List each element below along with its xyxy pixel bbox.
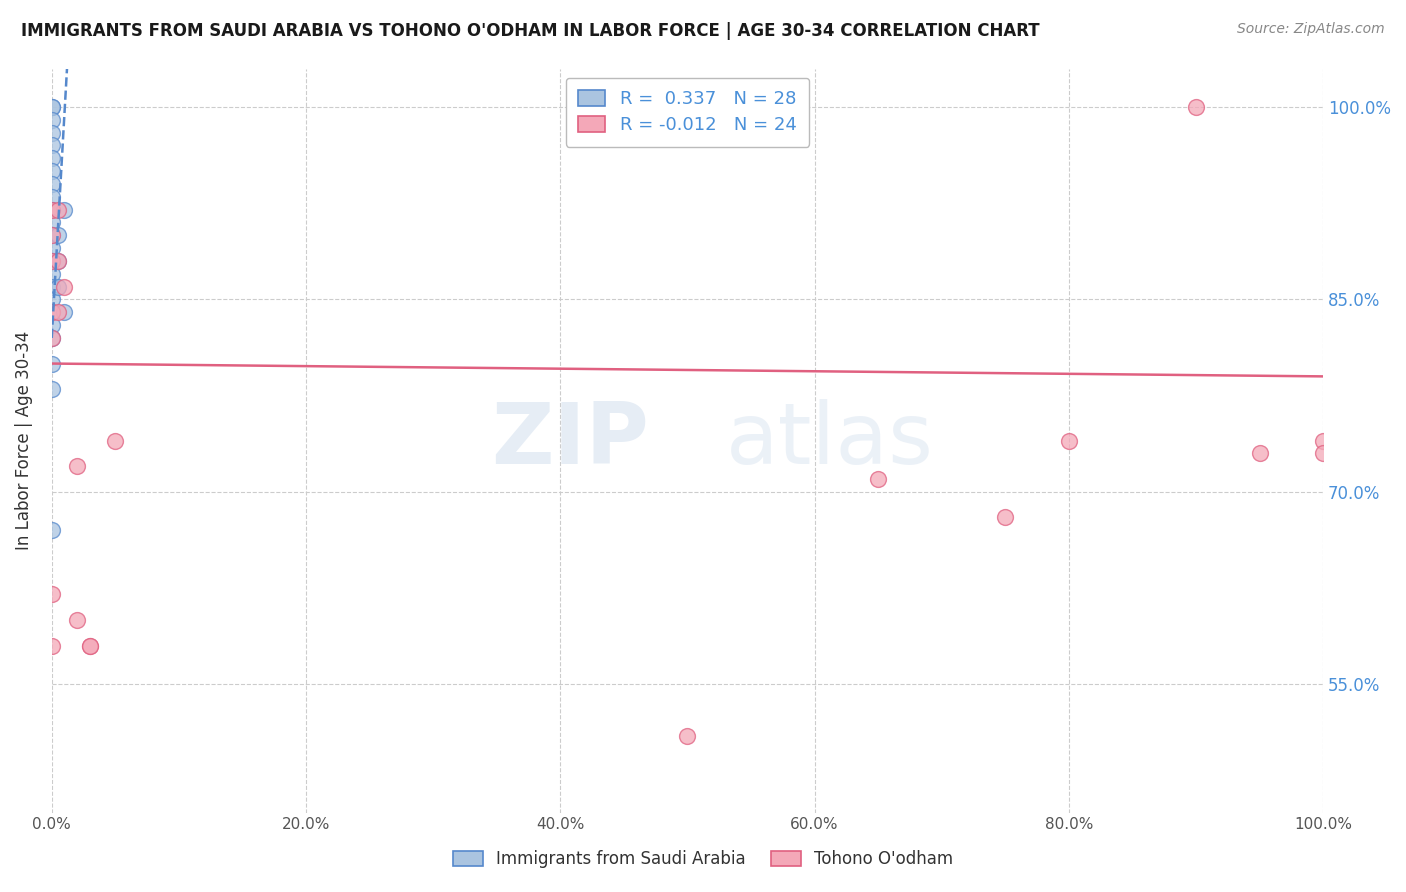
Point (41, 524, 63, 538)
Point (41, 190, 63, 204)
Point (1312, 446, 1334, 460)
Point (41, 138, 63, 153)
Text: IMMIGRANTS FROM SAUDI ARABIA VS TOHONO O'ODHAM IN LABOR FORCE | AGE 30-34 CORREL: IMMIGRANTS FROM SAUDI ARABIA VS TOHONO O… (21, 22, 1039, 40)
Point (46, 228, 69, 243)
Point (41, 587, 63, 601)
Point (41, 215, 63, 229)
Point (41, 202, 63, 217)
Point (41, 228, 63, 243)
Point (1249, 446, 1271, 460)
Point (46, 279, 69, 293)
Point (46, 254, 69, 268)
Point (53, 279, 76, 293)
Point (41, 382, 63, 396)
Point (41, 164, 63, 178)
Text: atlas: atlas (725, 399, 934, 482)
Point (41, 241, 63, 255)
Text: Source: ZipAtlas.com: Source: ZipAtlas.com (1237, 22, 1385, 37)
Point (41, 331, 63, 345)
Point (1312, 434, 1334, 448)
Point (46, 254, 69, 268)
Point (41, 267, 63, 281)
Point (41, 357, 63, 371)
Point (676, 729, 699, 743)
Point (66, 459, 89, 474)
Point (41, 151, 63, 165)
Point (1057, 434, 1080, 448)
Point (41, 254, 63, 268)
Point (46, 202, 69, 217)
Point (41, 318, 63, 332)
Point (41, 100, 63, 114)
Point (46, 305, 69, 319)
Point (41, 254, 63, 268)
Point (41, 639, 63, 653)
Point (53, 202, 76, 217)
Point (41, 228, 63, 243)
Point (41, 305, 63, 319)
Legend: Immigrants from Saudi Arabia, Tohono O'odham: Immigrants from Saudi Arabia, Tohono O'o… (444, 842, 962, 877)
Point (41, 177, 63, 191)
Text: ZIP: ZIP (492, 399, 650, 482)
Point (41, 202, 63, 217)
Point (1185, 100, 1208, 114)
Point (994, 510, 1017, 524)
Point (41, 331, 63, 345)
Point (66, 613, 89, 627)
Legend: R =  0.337   N = 28, R = -0.012   N = 24: R = 0.337 N = 28, R = -0.012 N = 24 (565, 78, 810, 146)
Point (41, 100, 63, 114)
Point (41, 279, 63, 293)
Y-axis label: In Labor Force | Age 30-34: In Labor Force | Age 30-34 (15, 331, 32, 550)
Point (53, 305, 76, 319)
Point (79, 639, 101, 653)
Point (41, 293, 63, 307)
Point (868, 472, 890, 486)
Point (41, 305, 63, 319)
Point (41, 126, 63, 140)
Point (79, 639, 101, 653)
Point (104, 434, 127, 448)
Point (41, 112, 63, 127)
